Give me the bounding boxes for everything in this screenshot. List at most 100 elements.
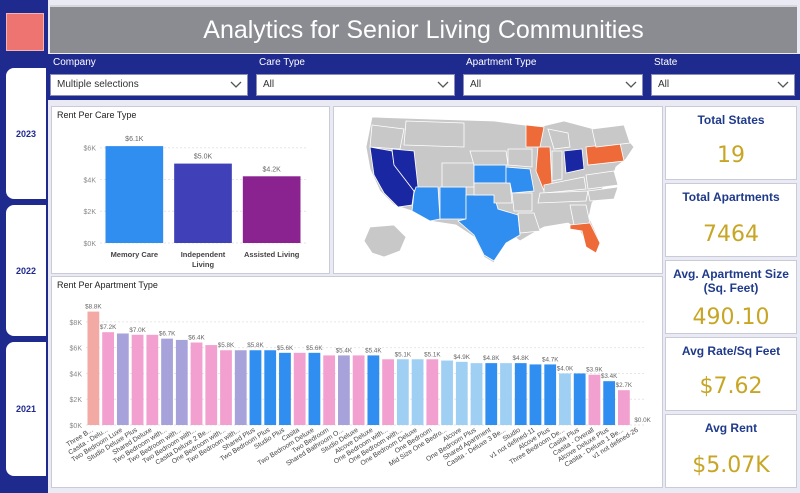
- year-tab-2023[interactable]: 2023: [6, 68, 46, 199]
- year-label: 2022: [15, 265, 37, 276]
- data-label: $3.4K: [601, 373, 618, 380]
- bar: [205, 345, 218, 425]
- bar: [426, 359, 439, 425]
- map-state-arkansas: [511, 192, 533, 212]
- chevron-down-icon: [777, 81, 789, 88]
- us-map: [363, 116, 635, 264]
- data-label: $5.6K: [277, 345, 294, 352]
- kpi-total-apartments: Total Apartments 7464: [665, 183, 797, 257]
- x-tick-label: Living: [192, 260, 215, 269]
- map-state-tennessee: [537, 190, 589, 204]
- bar: [485, 363, 498, 425]
- chart-title: Rent Per Care Type: [57, 110, 137, 120]
- bar: [529, 364, 542, 425]
- apartment-type-dropdown[interactable]: All: [463, 74, 643, 96]
- bar: [559, 373, 571, 425]
- care-type-dropdown[interactable]: All: [256, 74, 455, 96]
- kpi-value: $7.62: [699, 374, 763, 399]
- kpi-value: 490.10: [692, 305, 770, 330]
- bar: [441, 360, 453, 425]
- bar: [105, 146, 164, 243]
- chevron-down-icon: [230, 81, 242, 88]
- x-tick-label: Independent: [181, 250, 226, 259]
- kpi-value: 19: [717, 143, 745, 168]
- bar: [87, 311, 100, 425]
- apartment-type-panel: Rent Per Apartment Type $0K $2K $4K $6K $8K $…: [51, 276, 663, 488]
- y-tick-label: $6K: [84, 146, 97, 153]
- map-state-virginia: [585, 170, 619, 190]
- kpi-total-states: Total States 19: [665, 106, 797, 180]
- kpi-label: Total Apartments: [682, 190, 780, 204]
- year-tab-2021[interactable]: 2021: [6, 342, 46, 476]
- map-state-kentucky: [543, 176, 587, 194]
- filter-apartment-type: Apartment Type All: [463, 55, 643, 99]
- kpi-avg-rate-sq-feet: Avg Rate/Sq Feet $7.62: [665, 337, 797, 411]
- state-dropdown[interactable]: All: [651, 74, 795, 96]
- bar: [102, 332, 114, 425]
- bar: [174, 163, 232, 243]
- us-map-panel[interactable]: [333, 106, 663, 274]
- dropdown-value: All: [470, 79, 482, 90]
- bar: [175, 339, 188, 425]
- chevron-down-icon: [437, 81, 449, 88]
- filter-label: Company: [53, 57, 96, 68]
- bar: [411, 359, 424, 425]
- bar: [544, 364, 557, 425]
- map-state-indiana: [551, 150, 563, 182]
- map-state-ohio: [563, 148, 585, 174]
- filter-company: Company Multiple selections: [50, 55, 248, 99]
- data-label: $4.0K: [557, 365, 574, 372]
- bar: [234, 350, 247, 425]
- data-label: $6.1K: [125, 136, 144, 143]
- kpi-label: Avg Rent: [704, 421, 758, 435]
- map-state-georgia: [569, 204, 591, 226]
- bar: [293, 352, 306, 425]
- kpi-label: Avg Rate/Sq Feet: [681, 344, 781, 358]
- map-state-florida: [569, 222, 601, 254]
- dropdown-value: All: [263, 79, 275, 90]
- data-label: $7.0K: [129, 327, 146, 334]
- kpi-avg-apartment-size: Avg. Apartment Size (Sq. Feet) 490.10: [665, 260, 797, 334]
- filter-label: Care Type: [259, 57, 305, 68]
- bar: [500, 363, 512, 425]
- company-dropdown[interactable]: Multiple selections: [50, 74, 248, 96]
- bar: [338, 355, 350, 425]
- year-label: 2021: [15, 404, 37, 414]
- bar: [382, 359, 394, 425]
- filter-label: State: [654, 57, 678, 68]
- page-title: Analytics for Senior Living Communities: [203, 15, 644, 44]
- map-state-alaska: [363, 224, 407, 258]
- bar: [279, 352, 291, 425]
- map-state-nebraska: [469, 150, 509, 166]
- bar: [116, 333, 129, 425]
- map-state-texas: [457, 194, 521, 262]
- filter-label: Apartment Type: [466, 57, 537, 68]
- bar: [161, 338, 173, 425]
- bar: [455, 361, 468, 425]
- dropdown-value: All: [658, 79, 670, 90]
- chevron-down-icon: [625, 81, 637, 88]
- care-type-panel: Rent Per Care Type $0K $2K $4K $6K $6.1K Memo…: [51, 106, 330, 274]
- bar: [352, 355, 365, 425]
- bar: [603, 381, 616, 425]
- data-label: $0.0K: [634, 417, 651, 424]
- data-label: $6.7K: [159, 331, 176, 338]
- bar: [573, 373, 586, 425]
- bar: [220, 350, 232, 425]
- chart-title: Rent Per Apartment Type: [57, 280, 158, 290]
- y-tick-label: $2K: [70, 397, 83, 404]
- kpi-avg-rent: Avg Rent $5.07K: [665, 414, 797, 488]
- data-label: $4.7K: [542, 356, 559, 363]
- x-tick-label: Assisted Living: [244, 250, 300, 259]
- logo-icon[interactable]: [6, 13, 44, 51]
- data-label: $6.4K: [188, 335, 205, 342]
- bar: [367, 355, 380, 425]
- map-state-colorado: [441, 162, 475, 188]
- y-tick-label: $8K: [70, 320, 83, 327]
- bar: [249, 350, 262, 425]
- year-tab-2022[interactable]: 2022: [6, 205, 46, 336]
- map-state-arizona: [411, 186, 441, 222]
- data-label: $5.6K: [306, 345, 323, 352]
- filter-state: State All: [651, 55, 795, 99]
